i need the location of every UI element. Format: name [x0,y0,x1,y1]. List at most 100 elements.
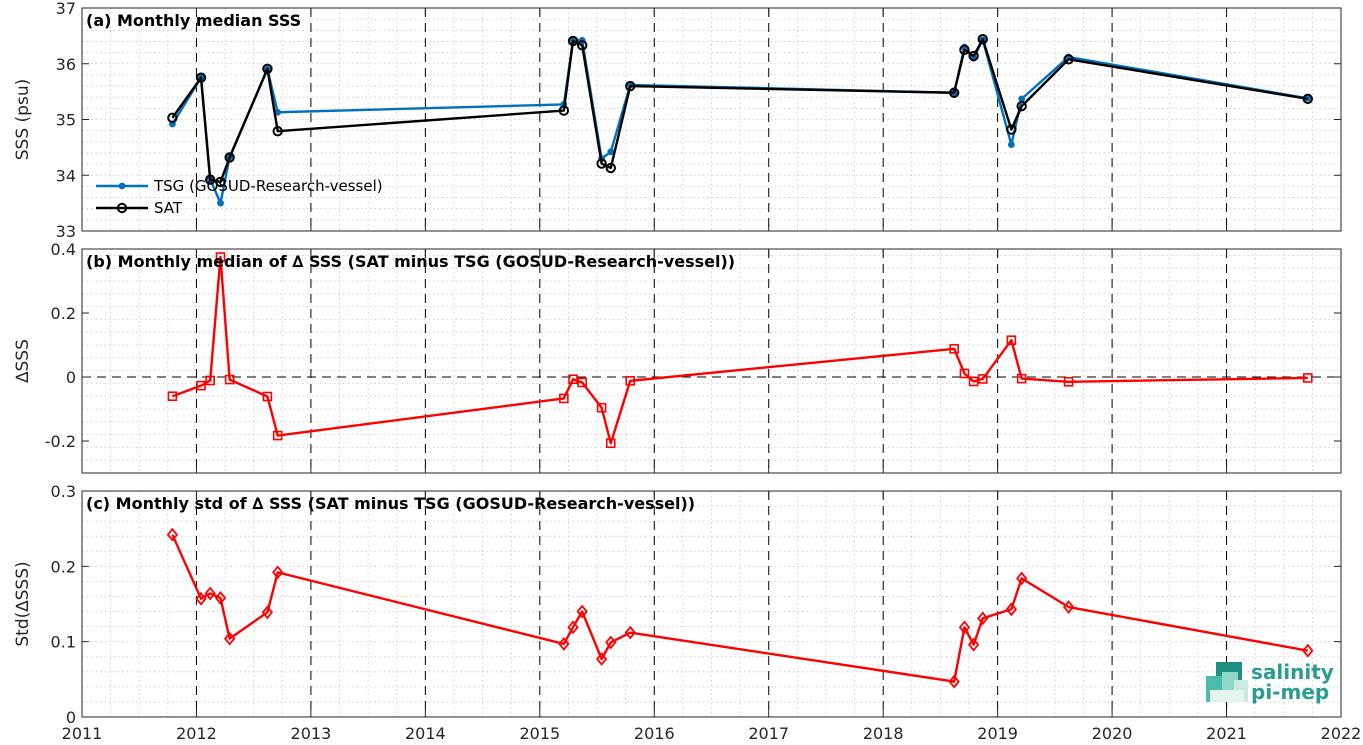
x-tick-label: 2011 [62,724,103,743]
x-tick-label: 2017 [748,724,789,743]
data-point [948,674,960,689]
data-point [577,377,587,388]
data-point [166,527,179,542]
data-point [195,72,207,83]
data-point [1302,93,1314,105]
y-tick-label: -0.2 [45,432,76,451]
y-axis-label: Std(∆SSS) [13,561,33,646]
data-point [959,44,970,56]
y-tick-label: 34 [56,166,76,185]
y-tick-label: 0.4 [51,240,76,259]
data-point [215,252,226,262]
y-tick-label: 0 [66,708,76,727]
data-point [1018,95,1026,103]
data-point [1016,373,1027,384]
x-tick-label: 2022 [1321,724,1362,743]
legend-marker [116,202,128,214]
x-tick-label: 2018 [863,724,904,743]
panel-c: 0 0.1 0.2 0.3 2011 2012 2013 2014 2015 2016 2017 20… [13,482,1361,743]
data-point [576,40,588,51]
data-point [1302,643,1314,658]
panel-a: 33 34 35 36 37 SSS (psu) (a) Monthly median SS… [13,0,1342,241]
data-point [968,50,979,62]
data-point [1062,600,1075,614]
legend-label: TSG (GOSUD-Research-vessel) [153,177,383,195]
data-point [977,34,988,45]
panel-title: (c) Monthly std of ∆ SSS (SAT minus TSG … [86,494,695,513]
y-tick-label: 0 [66,368,76,387]
series-line [171,534,1309,683]
data-point [214,591,227,605]
data-point [215,176,226,188]
data-point [272,430,283,441]
legend-marker [118,182,126,190]
data-point [949,344,959,354]
data-point [959,368,970,379]
x-tick-label: 2020 [1092,724,1133,743]
data-point [605,635,617,650]
logo-line2: pi-mep [1251,680,1329,704]
y-tick-label: 0.2 [51,557,76,576]
data-point [1303,373,1313,383]
y-tick-label: 35 [56,111,76,130]
data-point [605,162,616,174]
y-tick-label: 33 [56,222,76,241]
y-tick-label: 0.2 [51,304,76,323]
data-point [568,374,578,385]
salinity-pi-mep-logo: salinity pi-mep [1206,660,1334,704]
data-point [204,174,216,185]
x-tick-label: 2015 [519,724,560,743]
data-point [1063,54,1074,65]
axes-box [81,248,1342,474]
data-point [559,393,569,404]
axes-box [81,490,1342,718]
data-point [1063,376,1074,387]
data-point [167,391,178,402]
legend-label: SAT [154,199,183,217]
data-point [576,604,588,619]
data-point [558,637,570,651]
data-point [167,112,178,124]
data-point [567,35,579,47]
data-point [217,199,224,207]
x-tick-label: 2013 [291,724,332,743]
data-point [1016,100,1027,112]
y-tick-label: 37 [56,0,76,18]
data-point [624,625,636,640]
x-tick-label: 2019 [977,724,1018,743]
data-point [558,105,570,116]
data-point [224,374,235,385]
data-point [596,158,607,169]
data-point [272,565,284,580]
data-point [272,126,283,137]
data-point [262,63,273,74]
panel-title: (b) Monthly median of ∆ SSS (SAT minus T… [86,252,735,271]
x-tick-label: 2012 [176,724,217,743]
data-point [205,375,215,386]
y-axis-label: ∆SSS [13,339,33,384]
data-point [567,620,579,635]
data-point [262,391,273,402]
data-point [967,637,980,652]
y-axis-label: SSS (psu) [13,79,33,160]
data-point [977,374,988,384]
data-point [1016,571,1028,586]
data-point [625,80,636,92]
panel-b: -0.2 0 0.2 0.4 ∆SSS (b) Monthly median of ∆ S… [13,240,1342,474]
panel-title: (a) Monthly median SSS [86,11,301,30]
y-tick-label: 0.3 [51,482,76,501]
data-point [977,611,989,626]
series-line [171,38,1309,184]
chart-panels: 33 34 35 36 37 SSS (psu) (a) Monthly median SS… [13,0,1361,743]
y-tick-label: 0.1 [51,633,76,652]
data-point [1006,335,1017,346]
data-point [1006,124,1017,135]
x-tick-label: 2014 [405,724,446,743]
data-point [224,152,235,163]
data-point [948,87,960,98]
data-point [1007,141,1015,148]
data-point [261,605,274,620]
data-point [596,402,607,413]
series-line [172,255,1308,445]
